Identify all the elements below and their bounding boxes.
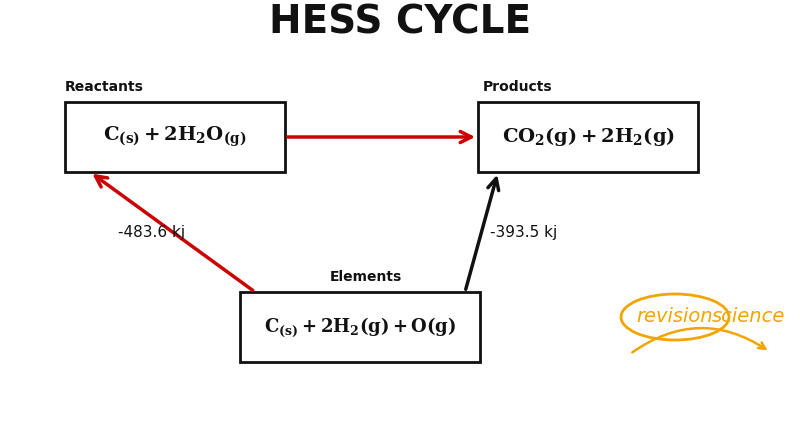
FancyBboxPatch shape	[478, 102, 698, 172]
Text: $\mathregular{C_{(s)} + 2H_2(g) + O(g)}$: $\mathregular{C_{(s)} + 2H_2(g) + O(g)}$	[264, 315, 456, 339]
Text: Elements: Elements	[330, 270, 402, 284]
Text: revision: revision	[637, 308, 714, 327]
Text: science: science	[711, 308, 785, 327]
Text: -483.6 kj: -483.6 kj	[118, 225, 185, 239]
Text: Reactants: Reactants	[65, 80, 144, 94]
Text: HESS CYCLE: HESS CYCLE	[269, 3, 531, 41]
FancyBboxPatch shape	[65, 102, 285, 172]
Text: Products: Products	[483, 80, 553, 94]
Text: -393.5 kj: -393.5 kj	[490, 225, 557, 239]
Text: $\mathregular{CO_2(g) + 2H_2(g)}$: $\mathregular{CO_2(g) + 2H_2(g)}$	[502, 126, 674, 149]
Text: $\mathregular{C_{(s)} + 2H_2O_{(g)}}$: $\mathregular{C_{(s)} + 2H_2O_{(g)}}$	[103, 125, 246, 149]
FancyBboxPatch shape	[240, 292, 480, 362]
